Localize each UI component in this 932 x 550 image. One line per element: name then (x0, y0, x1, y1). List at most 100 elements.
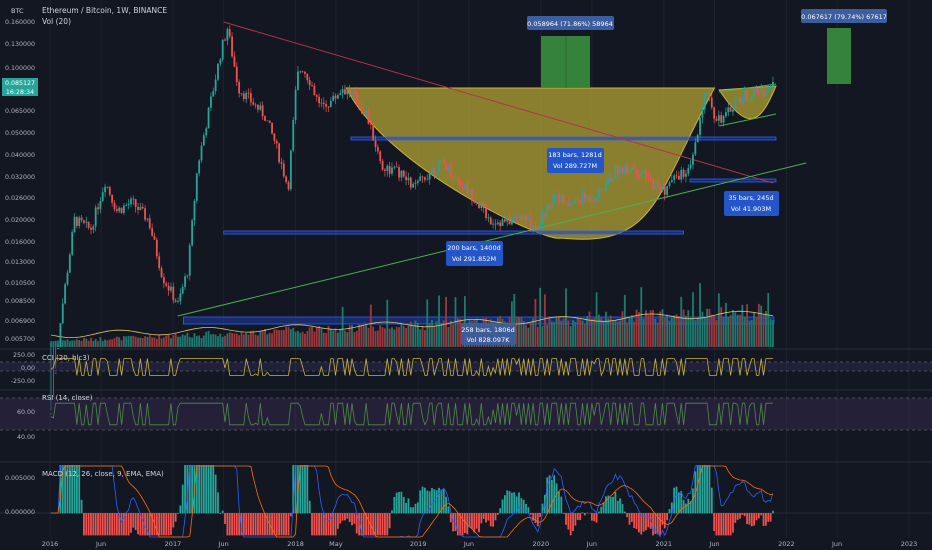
macd-histogram-bar (435, 490, 438, 514)
macd-histogram-bar (367, 513, 370, 536)
macd-histogram-bar (506, 490, 509, 514)
cci-legend[interactable]: CCI (20, hlc3) (42, 354, 90, 362)
candle-body (619, 167, 621, 175)
candle-body (257, 104, 259, 110)
macd-histogram-bar (393, 497, 396, 514)
macd-histogram-bar (202, 465, 205, 514)
macd-histogram-bar (633, 513, 636, 528)
time-axis-tick-label: Jun (95, 540, 106, 548)
candle-body (146, 218, 149, 220)
volume-bar (61, 340, 64, 347)
volume-bar (409, 321, 412, 347)
candle-body (518, 216, 520, 218)
date-range-box (223, 230, 684, 235)
measure-label-cup: 0.058964 (71.86%) 58964 (527, 16, 614, 30)
macd-histogram-bar (640, 513, 643, 535)
candle-body (511, 218, 513, 225)
macd-histogram-bar (214, 474, 217, 514)
handle-channel-upper[interactable] (719, 83, 777, 93)
macd-histogram-bar (748, 513, 751, 525)
volume-bar (652, 310, 654, 347)
handle-channel-lower[interactable] (719, 113, 777, 127)
candle-body (57, 347, 59, 349)
volume-bar (355, 330, 358, 347)
candle-body (515, 217, 518, 219)
candle-body (141, 206, 144, 209)
candle-body (435, 172, 438, 174)
price-axis[interactable]: 0.160000 0.130000 0.100000 0.065000 0.050000… (5, 19, 35, 516)
candle-body (115, 209, 118, 212)
candle-body (301, 71, 304, 73)
cup-pattern[interactable] (345, 87, 716, 240)
volume-bar (165, 335, 168, 347)
volume-bar (699, 283, 701, 347)
volume-bar (66, 339, 69, 347)
candle-body (104, 186, 106, 193)
range-label-handle-line2: Vol 41.903M (731, 205, 771, 213)
volume-bar (146, 336, 149, 347)
macd-legend[interactable]: MACD (12, 26, close, 9, EMA, EMA) (42, 470, 164, 478)
candle-body (424, 177, 426, 180)
macd-histogram-bar (412, 507, 415, 514)
volume-bar (753, 312, 756, 347)
time-axis-tick-label: 2020 (533, 540, 550, 548)
candle-body (139, 206, 142, 210)
macd-histogram-bar (402, 496, 405, 514)
candle-body (224, 39, 226, 41)
measure-label-handle: 0.067617 (79.74%) 67617 (801, 9, 887, 23)
candle-body (184, 276, 186, 287)
volume-bar (612, 320, 614, 347)
candle-body (640, 172, 643, 177)
rsi-legend[interactable]: RSI (14, close) (42, 394, 93, 402)
candle-body (111, 194, 114, 203)
macd-histogram-bar (701, 465, 704, 514)
measure-label-handle-box (801, 9, 887, 23)
volume-bar (384, 328, 386, 347)
volume-bar (362, 325, 365, 347)
price-targets[interactable] (541, 28, 851, 88)
macd-histogram-bar (645, 513, 647, 531)
macd-histogram-bar (520, 498, 523, 514)
volume-bar (132, 335, 135, 347)
symbol-title[interactable]: Ethereum / Bitcoin, 1W, BINANCE (42, 6, 167, 15)
volume-bar (534, 299, 537, 347)
macd-histogram-bar (739, 513, 741, 519)
time-axis[interactable]: 2016 Jun 2017 Jun 2018 May 2019 Jun 2020 Jun 2021 J… (42, 540, 918, 548)
macd-histogram-bar (515, 496, 518, 514)
macd-histogram-bar (583, 513, 586, 516)
volume-bar (381, 327, 384, 347)
current-price-tag: 0.085127 16:28:34 (2, 78, 38, 96)
macd-histogram-bar (106, 513, 109, 536)
macd-histogram-bar (753, 513, 756, 526)
macd-histogram-bar (586, 512, 589, 514)
volume-bar (743, 316, 746, 347)
volume-bar (391, 327, 393, 347)
volume-bar (195, 336, 198, 347)
volume-bar (318, 325, 320, 347)
candle-body (605, 183, 607, 191)
candle-body (602, 190, 605, 191)
volume-bar (772, 320, 774, 347)
macd-histogram-bar (181, 484, 184, 514)
macd-histogram-bar (541, 503, 544, 514)
candle-body (645, 170, 647, 178)
macd-histogram-bar (607, 495, 610, 514)
macd-histogram-bar (365, 513, 368, 536)
ascending-trendline[interactable] (177, 162, 807, 317)
candle-body (405, 176, 407, 181)
volume-bar (619, 320, 621, 347)
macd-histogram-bar (362, 513, 365, 536)
candle-body (560, 194, 563, 202)
volume-bar (456, 318, 459, 347)
candle-body (219, 59, 222, 64)
cup-handle-pattern[interactable] (718, 85, 777, 120)
candle-body (628, 171, 631, 173)
macd-histogram-bar (64, 465, 67, 514)
macd-histogram-bar (699, 465, 701, 514)
volume-legend[interactable]: Vol (20) (42, 17, 71, 26)
range-label-cup-rim: 183 bars, 1281d Vol 289.727M (547, 148, 604, 173)
descending-trendline[interactable] (223, 21, 774, 184)
price-axis-tick-label: 0.020000 (5, 217, 35, 224)
candle-body (539, 224, 542, 230)
